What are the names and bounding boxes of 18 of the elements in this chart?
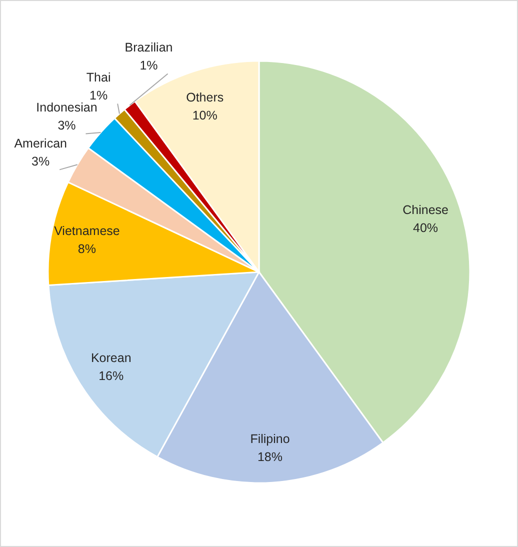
slice-label: Vietnamese (54, 224, 120, 238)
data-label: 1% (90, 88, 108, 103)
data-label: 10% (192, 108, 218, 122)
slice-label: Indonesian (36, 100, 98, 115)
data-label: 3% (32, 154, 50, 169)
slice-label: Brazilian (124, 40, 173, 55)
data-label: 8% (78, 242, 96, 256)
data-label: 3% (58, 118, 76, 133)
slice-label: American (14, 136, 68, 151)
data-label: 16% (98, 368, 124, 383)
slice-label: Chinese (402, 202, 449, 217)
slice-label: Thai (86, 70, 111, 85)
slice-label: Filipino (250, 432, 290, 446)
slice-label: Others (186, 90, 224, 104)
data-label: 40% (413, 220, 438, 235)
slice-label: Korean (90, 350, 132, 365)
data-label: 18% (257, 450, 283, 464)
data-label: 1% (140, 58, 158, 73)
